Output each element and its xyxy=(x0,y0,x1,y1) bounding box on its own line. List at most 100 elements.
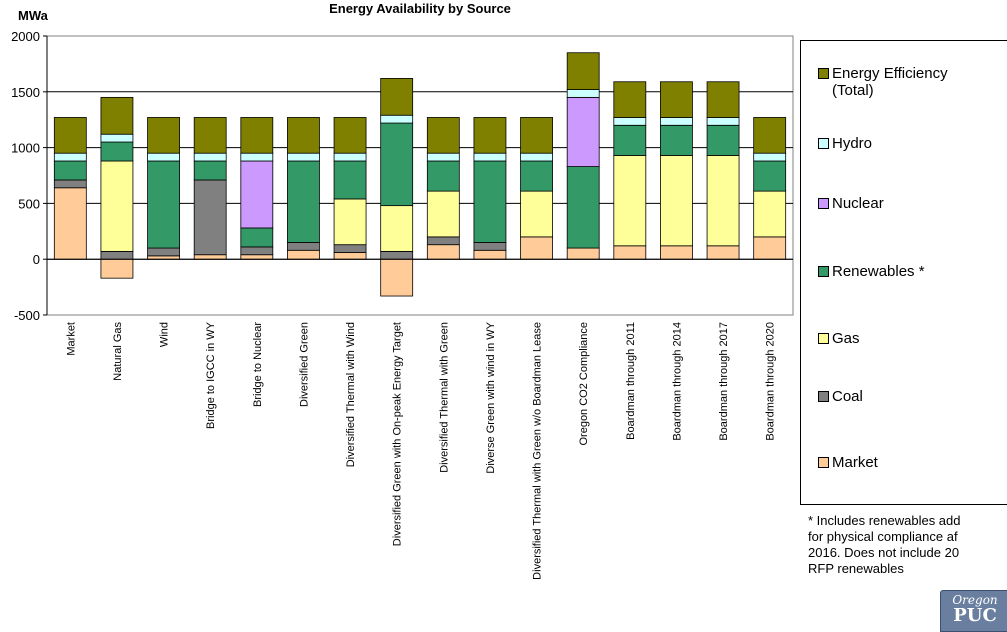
bar-segment-hydro xyxy=(287,152,320,162)
legend: Energy Efficiency (Total) Hydro Nuclear Ren… xyxy=(800,40,1007,505)
legend-label: Nuclear xyxy=(832,195,884,212)
footnote-line: RFP renewables xyxy=(808,561,904,576)
bar-segment-energy-efficiency-total xyxy=(333,117,367,154)
y-tick-label: -500 xyxy=(14,308,40,323)
bar-segment-hydro xyxy=(53,152,87,162)
bar-segment-gas xyxy=(613,155,647,247)
x-tick-label: Diversified Thermal with Wind xyxy=(345,322,357,467)
x-tick-label: Oregon CO2 Compliance xyxy=(578,322,590,446)
bar-segment-coal xyxy=(193,179,227,256)
oregon-puc-logo: Oregon PUC xyxy=(940,590,1007,632)
bar-segment-hydro xyxy=(706,117,740,126)
bar-segment-coal xyxy=(147,247,180,257)
bar-segment-market xyxy=(473,249,507,260)
bar-segment-renewables xyxy=(660,124,693,156)
bar-segment-energy-efficiency-total xyxy=(193,117,227,154)
legend-swatch xyxy=(818,138,829,149)
bar-segment-gas xyxy=(380,205,414,252)
bar-segment-market xyxy=(100,258,134,279)
legend-label: Energy Efficiency (Total) xyxy=(832,65,948,99)
x-tick-label: Diversified Green with On-peak Energy Ta… xyxy=(392,322,404,546)
x-tick-label: Bridge to IGCC in WY xyxy=(205,321,217,429)
bar-segment-renewables xyxy=(520,160,553,192)
bar-segment-coal xyxy=(426,236,460,246)
bar-segment-market xyxy=(333,252,367,260)
legend-swatch xyxy=(818,68,829,79)
bar-segment-renewables xyxy=(706,124,740,156)
bar-segment-coal xyxy=(53,179,87,189)
bar-segment-renewables xyxy=(613,124,647,156)
logo-text-line2: PUC xyxy=(953,605,997,626)
bar-segment-renewables xyxy=(333,160,367,200)
bar-segment-nuclear xyxy=(240,160,274,229)
bar-segment-energy-efficiency-total xyxy=(566,52,600,90)
bar-segment-market xyxy=(240,254,274,260)
bar-segment-renewables xyxy=(53,160,87,181)
bar-segment-renewables xyxy=(100,141,134,162)
bar-segment-market xyxy=(706,245,740,260)
y-tick-label: 1500 xyxy=(11,85,40,100)
bar-segment-nuclear xyxy=(566,96,600,167)
bar-segment-hydro xyxy=(333,152,367,162)
bar-segment-gas xyxy=(333,198,367,246)
bar-segment-hydro xyxy=(426,152,460,162)
x-tick-label: Bridge to Nuclear xyxy=(252,322,264,407)
bar-segment-hydro xyxy=(660,117,693,126)
x-tick-label: Boardman through 2014 xyxy=(671,322,683,441)
bar-segment-hydro xyxy=(193,152,227,162)
x-tick-label: Diversified Thermal with Green w/o Board… xyxy=(532,322,544,580)
legend-swatch xyxy=(818,198,829,209)
legend-label: Hydro xyxy=(832,135,873,152)
legend-label: Renewables * xyxy=(832,263,925,280)
legend-label: Market xyxy=(832,454,878,471)
bar-segment-energy-efficiency-total xyxy=(520,117,553,154)
bar-segment-market xyxy=(287,249,320,260)
y-tick-label: 500 xyxy=(18,196,40,211)
bar-segment-coal xyxy=(287,242,320,251)
legend-swatch xyxy=(818,333,829,344)
footnote-line: * Includes renewables add xyxy=(808,513,961,528)
bar-segment-hydro xyxy=(566,89,600,98)
bar-segment-market xyxy=(613,245,647,260)
bar-segment-gas xyxy=(660,155,693,247)
bar-segment-hydro xyxy=(147,152,180,162)
bar-segment-market xyxy=(660,245,693,260)
bar-segment-renewables xyxy=(287,160,320,243)
bar-segment-renewables xyxy=(193,160,227,181)
chart-title: Energy Availability by Source xyxy=(329,1,511,16)
x-tick-label: Boardman through 2011 xyxy=(625,322,637,440)
bar-segment-hydro xyxy=(240,152,274,162)
bar-segment-energy-efficiency-total xyxy=(426,117,460,154)
bar-segment-market xyxy=(380,258,414,297)
bar-segment-gas xyxy=(520,190,553,238)
x-tick-label: Boardman through 2017 xyxy=(718,322,730,441)
legend-swatch xyxy=(818,391,829,402)
bar-segment-hydro xyxy=(473,152,507,162)
y-tick-label: 1000 xyxy=(11,141,40,156)
bar-segment-energy-efficiency-total xyxy=(753,117,787,154)
bar-segment-energy-efficiency-total xyxy=(287,117,320,154)
logo-text-line1: Oregon xyxy=(952,593,998,607)
bar-segment-gas xyxy=(753,190,787,238)
bar-segment-renewables xyxy=(753,160,787,192)
bar-segment-market xyxy=(520,236,553,260)
bar-segment-gas xyxy=(100,160,134,252)
bar-segment-coal xyxy=(473,242,507,251)
bar-segment-hydro xyxy=(100,133,134,143)
bar-segment-gas xyxy=(706,155,740,247)
bar-segment-market xyxy=(426,244,460,260)
bar-segment-energy-efficiency-total xyxy=(380,78,414,116)
legend-swatch xyxy=(818,266,829,277)
x-tick-label: Diversified Thermal with Green xyxy=(438,322,450,473)
bar-segment-renewables xyxy=(240,227,274,248)
x-tick-label: Wind xyxy=(159,322,171,347)
legend-label: Coal xyxy=(832,388,863,405)
x-tick-label: Natural Gas xyxy=(112,322,124,381)
bar-segment-hydro xyxy=(613,117,647,126)
legend-label: Gas xyxy=(832,330,860,347)
x-tick-label: Market xyxy=(65,322,77,356)
bar-segment-market xyxy=(753,236,787,260)
x-tick-label: Boardman through 2020 xyxy=(765,322,777,441)
bar-segment-renewables xyxy=(566,166,600,249)
